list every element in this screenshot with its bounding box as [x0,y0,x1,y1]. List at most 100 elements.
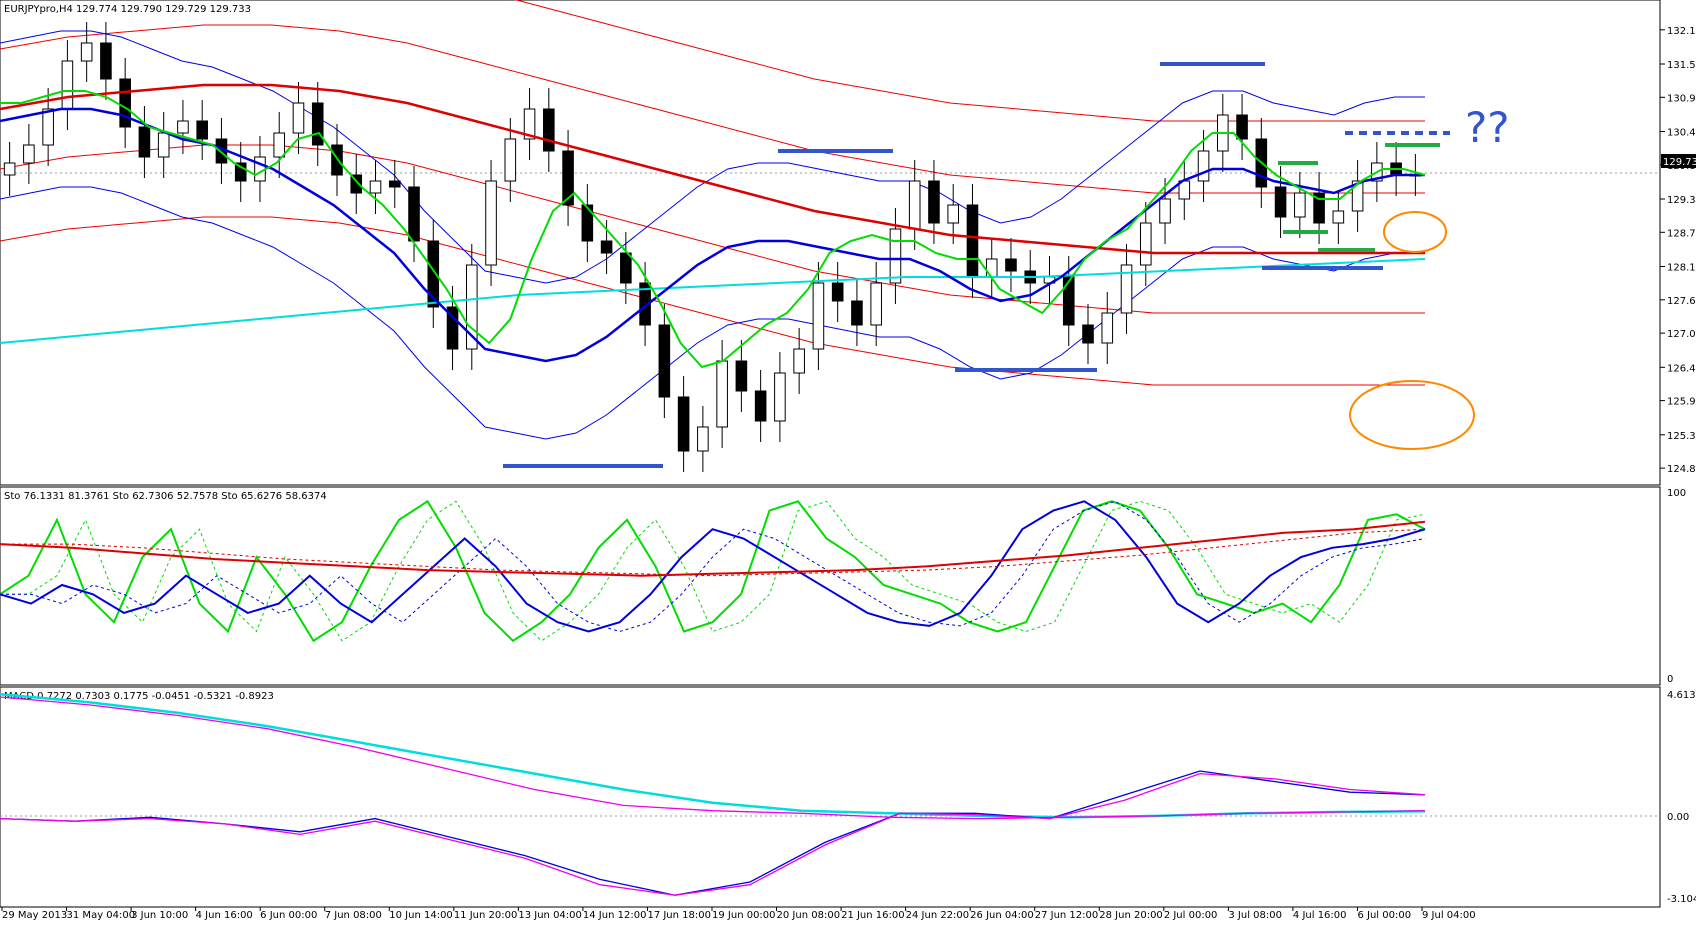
price-tick-label: 132.120 [1667,26,1696,37]
stochastic-header: Sto 76.1331 81.3761 Sto 62.7306 52.7578 … [4,491,327,502]
candle-body [735,360,748,392]
candle-body [562,150,574,206]
candle-body [658,324,671,398]
candle-body [1082,324,1094,344]
candle-body [80,42,93,62]
candle-body [350,174,363,194]
x-tick-label: 6 Jun 00:00 [260,910,317,921]
target-circle [1383,211,1447,253]
macd-panel: MACD 0.7272 0.7303 0.1775 -0.0451 -0.532… [0,686,1661,908]
candle-body [61,60,74,110]
candle-body [254,156,266,182]
current-price-tag: 129.733 [1661,154,1696,168]
macd-tick-label: 0.00 [1667,812,1689,823]
price-tick-label: 128.175 [1667,263,1696,274]
ma-cyan-line [0,258,1426,344]
candle-body [408,186,420,242]
candle-body [1062,276,1075,326]
x-tick-label: 4 Jun 16:00 [196,910,253,921]
candle-body [177,120,189,134]
candle-body [754,390,767,422]
candle-body [100,42,112,80]
stochastic-signal-line [0,500,1426,633]
x-tick-label: 7 Jun 08:00 [325,910,382,921]
x-tick-label: 17 Jun 18:00 [647,910,711,921]
candle-body [292,102,305,134]
candle-body [1236,114,1248,140]
price-tick-label: 127.620 [1667,296,1696,307]
candle-body [851,300,863,326]
candle-body [812,282,825,350]
stochastic-layer [0,499,1426,643]
stochastic-signal-line [0,500,1426,642]
macd-layer [0,693,1660,896]
candle-body [427,240,440,308]
price-tick-label: 125.370 [1667,431,1696,442]
candle-body [1274,186,1287,218]
x-tick-label: 29 May 2013 [2,910,67,921]
candle-body [369,180,382,194]
candle-body [697,426,709,452]
candle-body [1351,180,1364,212]
price-tick-label: 129.300 [1667,195,1696,206]
x-tick-label: 21 Jun 16:00 [841,910,905,921]
candle-body [138,126,151,158]
x-tick-label: 2 Jul 00:00 [1164,910,1218,921]
x-tick-label: 4 Jul 16:00 [1293,910,1347,921]
x-tick-label: 14 Jun 12:00 [583,910,647,921]
sto-tick-label: 100 [1667,488,1686,499]
price-tick-label: 131.550 [1667,60,1696,71]
candle-body [523,108,536,140]
candle-body [620,252,632,284]
candle-body [639,282,651,326]
candle-body [196,120,208,140]
candle-body [581,204,594,242]
candle-body [157,132,170,158]
current-price-label: 129.733 [1663,157,1696,168]
candle-body [42,108,54,146]
price-tick-label: 126.495 [1667,363,1696,374]
envelope-band-line [514,0,1425,122]
candle-body [947,204,960,224]
stochastic-line [0,500,1426,633]
stochastic-line [0,520,1426,577]
stochastic-panel: Sto 76.1331 81.3761 Sto 62.7306 52.7578 … [0,486,1661,686]
candle-body [774,372,786,422]
ma-green-line [0,90,1426,369]
macd-line [0,772,1426,896]
x-tick-label: 28 Jun 20:00 [1099,910,1163,921]
ma-red-line [0,83,1425,255]
candle-body [388,180,401,188]
x-tick-label: 3 Jun 10:00 [131,910,188,921]
candle-body [485,180,497,266]
candle-body [23,144,35,164]
candle-body [1101,312,1114,344]
candle-body [3,162,16,176]
price-tick-label: 125.940 [1667,397,1696,408]
macd-line [0,696,1426,820]
axis-layer: 132.120131.550130.995130.425129.870129.3… [1,26,1696,921]
bollinger-band-line [0,186,1425,440]
candle-body [716,360,728,428]
candle-body [831,282,844,302]
stochastic-signal-line [0,528,1426,577]
price-layer [0,0,1660,472]
price-panel: EURJPYpro,H4 129.774 129.790 129.729 129… [0,0,1661,486]
x-tick-label: 19 Jun 00:00 [712,910,776,921]
candle-body [1139,222,1152,266]
candle-body [677,396,690,452]
candle-body [119,78,131,128]
x-tick-label: 31 May 04:00 [67,910,136,921]
x-tick-label: 13 Jun 04:00 [518,910,582,921]
candle-body [465,264,478,350]
sto-tick-label: 0 [1667,674,1673,685]
candle-body [1005,258,1017,272]
price-tick-label: 130.425 [1667,128,1696,139]
x-tick-label: 10 Jun 14:00 [389,910,453,921]
x-tick-label: 26 Jun 04:00 [970,910,1034,921]
price-tick-label: 130.995 [1667,93,1696,104]
candle-body [1294,192,1306,218]
price-tick-label: 127.065 [1667,329,1696,340]
